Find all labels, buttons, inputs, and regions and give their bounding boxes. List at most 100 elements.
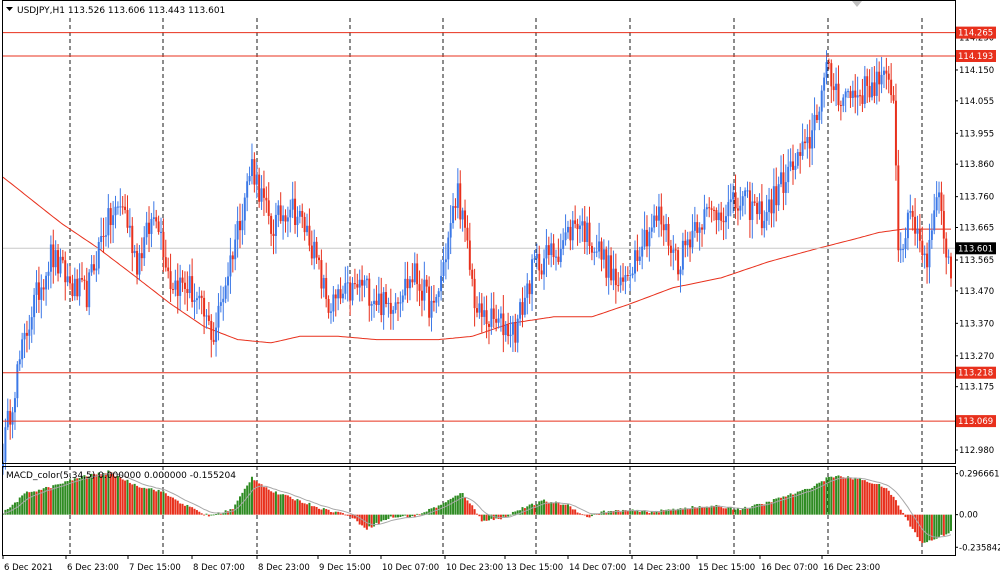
macd-bar xyxy=(258,483,261,515)
candle xyxy=(782,154,785,211)
macd-bar xyxy=(416,513,419,515)
macd-bar xyxy=(717,505,720,515)
macd-bar xyxy=(868,482,871,515)
candle xyxy=(344,266,347,300)
time-tick-label: 10 Dec 23:00 xyxy=(446,563,503,573)
candle-body xyxy=(119,206,122,208)
candle xyxy=(576,218,579,246)
candle-body xyxy=(523,297,526,315)
candle xyxy=(926,242,929,284)
macd-bar xyxy=(318,508,320,515)
candle xyxy=(81,262,83,283)
candle xyxy=(892,86,895,104)
candle xyxy=(684,229,687,258)
macd-bar xyxy=(112,472,115,515)
macd-bar xyxy=(349,514,352,517)
candle-body xyxy=(720,212,723,221)
candle-body xyxy=(655,215,658,221)
candle xyxy=(566,220,569,239)
macd-bar xyxy=(813,485,816,515)
macd-bar xyxy=(818,482,821,515)
price-axis-layer: 114.250114.150114.055113.955113.860113.7… xyxy=(955,26,1000,553)
candle-body xyxy=(811,130,814,149)
candle xyxy=(325,262,328,308)
candle xyxy=(928,223,931,284)
symbol-header[interactable]: USDJPY,H1 113.526 113.606 113.443 113.60… xyxy=(6,6,225,16)
candle-body xyxy=(349,282,352,301)
candle xyxy=(756,196,759,225)
candle-body xyxy=(595,251,598,253)
candle-body xyxy=(425,279,428,287)
macd-bar xyxy=(662,510,665,515)
candle xyxy=(844,88,847,113)
macd-bar xyxy=(97,472,100,515)
candle-body xyxy=(387,302,390,304)
macd-bar xyxy=(648,513,651,515)
candle xyxy=(131,217,134,272)
candle xyxy=(571,211,574,250)
candle-body xyxy=(751,201,754,220)
macd-bar xyxy=(71,480,74,515)
candle-body xyxy=(90,264,93,273)
candle-body xyxy=(109,208,112,226)
candle xyxy=(136,243,139,285)
candle-body xyxy=(198,295,201,299)
candle-body xyxy=(57,250,60,274)
macd-bar xyxy=(839,476,842,515)
candle-body xyxy=(406,278,409,289)
candle-body xyxy=(181,277,184,283)
collapse-triangle-icon[interactable] xyxy=(6,7,13,11)
candle-body xyxy=(715,210,718,221)
candle xyxy=(775,167,778,222)
candle xyxy=(329,303,332,324)
candle-body xyxy=(21,339,24,360)
candle-body xyxy=(478,303,481,313)
candle-body xyxy=(547,245,550,256)
macd-bar xyxy=(485,514,488,521)
macd-bar xyxy=(140,487,143,515)
macd-bar xyxy=(459,493,462,515)
macd-bar xyxy=(262,487,265,515)
macd-bar xyxy=(136,485,139,515)
macd-bar xyxy=(612,511,615,515)
chart-shift-marker-icon[interactable] xyxy=(852,1,862,7)
macd-bar xyxy=(906,514,909,521)
candle xyxy=(519,298,522,326)
candle-body xyxy=(418,284,421,291)
candle-body xyxy=(516,318,519,343)
candle-body xyxy=(739,205,742,211)
macd-bar xyxy=(23,493,26,515)
macd-bar xyxy=(564,504,567,515)
macd-bar xyxy=(480,514,483,522)
candle xyxy=(507,312,510,345)
candle xyxy=(856,76,859,116)
macd-bar xyxy=(768,501,771,515)
candle-body xyxy=(780,172,783,185)
candle-body xyxy=(174,280,177,290)
macd-bar xyxy=(212,514,215,516)
macd-bar xyxy=(179,503,182,515)
candle xyxy=(183,271,186,305)
macd-bar xyxy=(715,504,718,515)
macd-bar xyxy=(629,510,632,515)
candle-body xyxy=(552,243,555,258)
macd-bar xyxy=(411,514,414,517)
macd-bar xyxy=(497,514,500,519)
candle xyxy=(820,85,823,124)
candle-body xyxy=(935,197,938,211)
candle-body xyxy=(262,188,265,198)
candle-body xyxy=(274,214,277,236)
candle-body xyxy=(784,182,787,193)
candle xyxy=(746,181,749,198)
macd-bar xyxy=(710,505,713,515)
candle-body xyxy=(392,309,395,314)
candle-body xyxy=(526,283,529,298)
candle-body xyxy=(839,105,842,107)
macd-bar xyxy=(174,499,177,515)
candle xyxy=(11,407,14,439)
candle xyxy=(521,287,524,328)
macd-bar xyxy=(466,500,469,515)
candle xyxy=(207,301,210,326)
macd-bar xyxy=(210,514,213,516)
candle xyxy=(471,263,474,287)
